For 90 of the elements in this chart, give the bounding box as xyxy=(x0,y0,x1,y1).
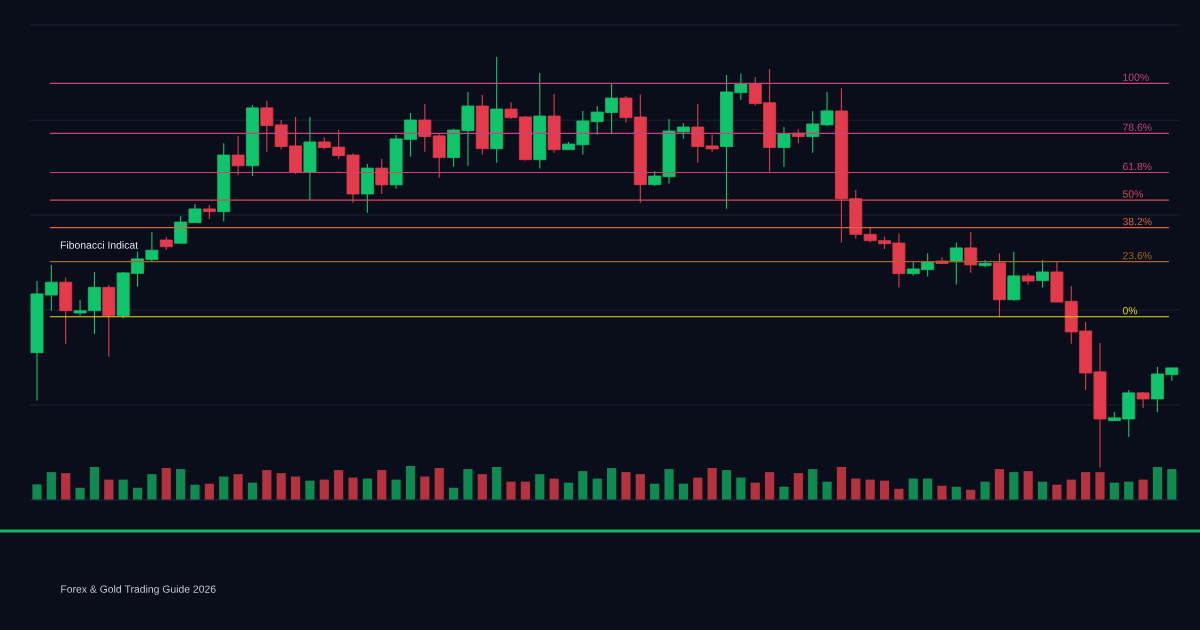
bar xyxy=(851,478,861,500)
candlestick xyxy=(231,135,245,176)
bar xyxy=(865,479,875,500)
bar xyxy=(463,469,473,500)
bar xyxy=(118,479,128,500)
bar xyxy=(750,482,760,500)
bar xyxy=(391,479,401,500)
bar xyxy=(290,476,301,500)
bar xyxy=(319,479,329,500)
ref-line-label: 61.8% xyxy=(1123,162,1152,171)
bar xyxy=(664,469,674,500)
bar xyxy=(219,476,229,500)
bar xyxy=(262,470,272,500)
ref-line-label: 78.6% xyxy=(1123,123,1152,131)
bar xyxy=(592,478,602,500)
bar xyxy=(176,469,186,500)
bar xyxy=(492,467,502,500)
bar xyxy=(377,470,387,500)
bar xyxy=(1167,469,1177,500)
bar xyxy=(305,480,315,500)
bar xyxy=(1152,467,1163,500)
bar xyxy=(980,481,990,500)
bar xyxy=(678,483,688,500)
bar xyxy=(334,470,344,500)
bar xyxy=(836,467,847,500)
bar xyxy=(276,473,286,500)
bar xyxy=(535,474,545,500)
bar xyxy=(650,483,660,500)
bar xyxy=(104,479,114,500)
bar xyxy=(247,482,258,500)
candlestick xyxy=(964,231,978,274)
bar xyxy=(32,484,42,500)
ref-line-label: 50% xyxy=(1122,190,1143,198)
bar xyxy=(477,474,487,500)
bar xyxy=(1037,481,1048,500)
bar xyxy=(506,481,516,500)
bar xyxy=(721,470,732,500)
bar xyxy=(75,487,85,500)
bar xyxy=(147,474,157,500)
bar xyxy=(606,468,617,500)
bar xyxy=(204,483,214,500)
ref-line-label: 38.2% xyxy=(1122,217,1152,226)
bar xyxy=(190,484,200,500)
bar xyxy=(434,468,444,500)
bar xyxy=(1066,479,1076,500)
bar xyxy=(822,481,832,500)
bar xyxy=(549,478,559,500)
candlestick xyxy=(777,126,791,168)
bar xyxy=(923,478,933,500)
bar xyxy=(46,472,56,500)
bar xyxy=(520,481,530,500)
bar xyxy=(1138,479,1148,500)
bar xyxy=(765,472,775,500)
ref-line-label: 23.6% xyxy=(1123,251,1152,260)
bar xyxy=(161,468,171,500)
bar xyxy=(994,469,1005,500)
bar xyxy=(793,473,803,500)
bar xyxy=(937,485,947,500)
bar xyxy=(563,482,574,500)
bar xyxy=(879,480,890,500)
ref-line-label: 0% xyxy=(1122,306,1138,315)
bar xyxy=(61,473,71,500)
bar xyxy=(89,467,100,500)
bar xyxy=(1124,481,1134,500)
candlestick xyxy=(375,158,389,195)
bar xyxy=(908,478,918,500)
bar xyxy=(779,486,789,500)
bar xyxy=(420,476,430,500)
bar xyxy=(693,477,703,500)
bar xyxy=(736,477,746,500)
bar xyxy=(621,472,631,500)
bar xyxy=(707,468,717,500)
ref-line-label: 100% xyxy=(1123,73,1149,81)
candlestick xyxy=(949,241,963,286)
bar xyxy=(578,471,588,500)
annotation: Fibonacci Indicat xyxy=(60,241,139,249)
candlestick xyxy=(1007,251,1021,302)
bar xyxy=(405,466,416,500)
text: Forex & Gold Trading Guide 2026 xyxy=(61,585,216,595)
bar xyxy=(233,474,243,500)
candlestick xyxy=(1036,259,1049,289)
bar xyxy=(635,474,645,500)
bar xyxy=(808,469,818,500)
bar xyxy=(1009,472,1019,500)
bar xyxy=(1109,482,1119,500)
bar xyxy=(1095,472,1105,500)
bar xyxy=(362,478,372,500)
bar xyxy=(1023,471,1033,500)
bar xyxy=(348,477,358,500)
bar xyxy=(1081,472,1091,500)
